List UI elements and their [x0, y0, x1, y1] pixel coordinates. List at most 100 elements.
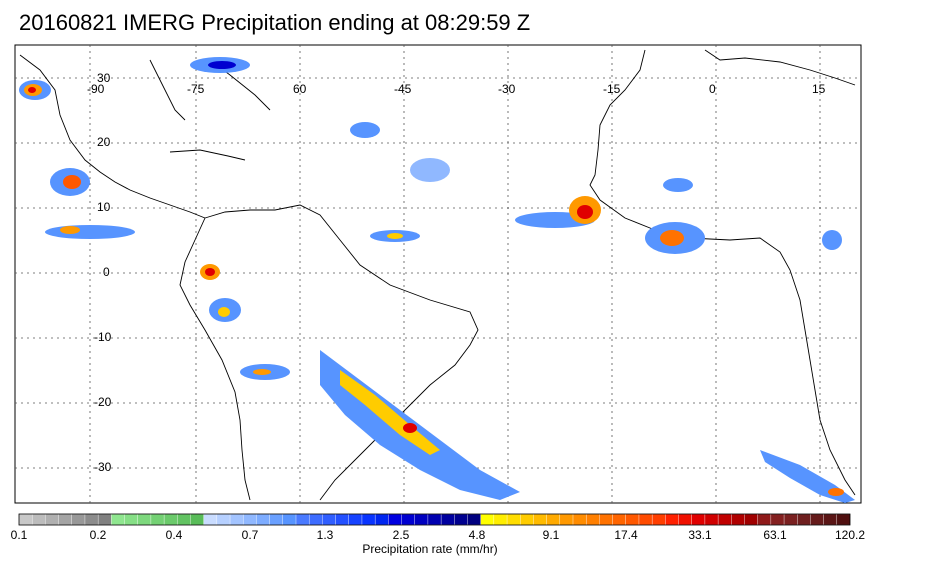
colorbar-swatch [388, 513, 403, 526]
colorbar-swatch [427, 513, 442, 526]
colorbar-swatch [810, 513, 825, 526]
colorbar-swatch [31, 513, 46, 526]
colorbar-swatch [546, 513, 561, 526]
colorbar-swatch [651, 513, 666, 526]
lon-label: -15 [603, 82, 621, 96]
colorbar-swatch [84, 513, 99, 526]
coast-africa [589, 49, 856, 496]
colorbar-swatch [678, 513, 693, 526]
colorbar-swatch [229, 513, 244, 526]
colorbar-swatch [282, 513, 297, 526]
colorbar-swatch [414, 513, 429, 526]
colorbar-swatch [757, 513, 772, 526]
colorbar-swatch [731, 513, 745, 526]
colorbar-swatch [18, 513, 33, 526]
colorbar-tick-label: 2.5 [392, 528, 410, 542]
longitude-labels: -90 -75 60 -45 -30 -15 0 15 [87, 82, 826, 96]
map-frame [14, 44, 862, 504]
colorbar-swatch [612, 513, 627, 526]
colorbar-swatch [533, 513, 548, 526]
colorbar-swatch [348, 513, 363, 526]
colorbar-swatch [625, 513, 640, 526]
coast-europe [704, 49, 856, 86]
colorbar-swatch [585, 513, 600, 526]
lon-label: 15 [812, 82, 826, 96]
lat-label: 10 [97, 200, 111, 214]
colorbar-swatch [361, 513, 376, 526]
rain-band-south-atlantic [240, 350, 520, 500]
colorbar-tick-label: 33.1 [688, 528, 712, 542]
colorbar-swatch [401, 513, 416, 526]
colorbar-swatch [559, 513, 574, 526]
colorbar-swatch [295, 513, 310, 526]
colorbar-swatch [454, 513, 468, 526]
colorbar-swatch [665, 513, 680, 526]
colorbar-swatch [599, 513, 614, 526]
colorbar-swatch [506, 513, 521, 526]
colorbar-tick-label: 4.8 [468, 528, 486, 542]
colorbar [18, 513, 851, 526]
colorbar-swatch [256, 513, 271, 526]
lon-label: 60 [293, 82, 307, 96]
colorbar-swatch [111, 513, 126, 526]
colorbar-swatch [269, 513, 284, 526]
colorbar-tick-label: 1.3 [316, 528, 334, 542]
colorbar-swatch [374, 513, 389, 526]
colorbar-swatch [163, 513, 178, 526]
rain-cell-gulf [19, 80, 51, 100]
colorbar-swatch [190, 513, 205, 526]
colorbar-swatch [480, 513, 495, 526]
colorbar-swatch [493, 513, 508, 526]
lon-label: -90 [87, 82, 105, 96]
rain-cell-central-america [45, 168, 135, 239]
colorbar-swatch [467, 513, 482, 526]
colorbar-tick-label: 0.4 [165, 528, 183, 542]
colorbar-tick-label: 0.1 [10, 528, 28, 542]
colorbar-swatch [97, 513, 112, 526]
colorbar-title: Precipitation rate (mm/hr) [362, 542, 498, 556]
rain-cell-atlantic [350, 122, 450, 242]
lon-label: -45 [394, 82, 412, 96]
coast-cuba [169, 149, 246, 161]
colorbar-swatch [243, 513, 257, 526]
lat-label: 20 [97, 135, 111, 149]
colorbar-swatch [691, 513, 706, 526]
lon-label: -30 [498, 82, 516, 96]
colorbar-swatch [45, 513, 60, 526]
latitude-labels: 30 20 10 0 -10 -20 -30 [94, 71, 112, 474]
rain-cell-florida [190, 57, 250, 73]
coastlines [19, 49, 856, 501]
colorbar-frame [18, 513, 851, 526]
lat-label: -20 [94, 395, 112, 409]
colorbar-swatch [58, 513, 73, 526]
graticule [15, 45, 861, 503]
lat-label: -30 [94, 460, 112, 474]
lat-label: 0 [103, 265, 110, 279]
colorbar-swatch [717, 513, 732, 526]
colorbar-swatch [177, 513, 191, 526]
rain-band-southwest-africa [760, 450, 855, 503]
colorbar-swatch [572, 513, 587, 526]
colorbar-swatch [744, 513, 759, 526]
colorbar-swatch [836, 513, 851, 526]
colorbar-swatch [520, 513, 534, 526]
rain-cell-west-africa [515, 178, 842, 254]
colorbar-tick-label: 63.1 [763, 528, 787, 542]
colorbar-tick-label: 0.2 [89, 528, 107, 542]
lat-label: -10 [94, 330, 112, 344]
colorbar-swatch [203, 513, 218, 526]
colorbar-tick-label: 0.7 [241, 528, 259, 542]
colorbar-swatch [308, 513, 323, 526]
lon-label: 0 [709, 82, 716, 96]
colorbar-swatch [638, 513, 653, 526]
colorbar-swatch [770, 513, 785, 526]
colorbar-swatch [783, 513, 798, 526]
lon-label: -75 [187, 82, 205, 96]
colorbar-tick-label: 120.2 [834, 528, 866, 542]
colorbar-swatch [823, 513, 838, 526]
colorbar-swatch [124, 513, 139, 526]
colorbar-swatch [137, 513, 152, 526]
map-title: 20160821 IMERG Precipitation ending at 0… [19, 10, 531, 35]
colorbar-swatch [216, 513, 231, 526]
